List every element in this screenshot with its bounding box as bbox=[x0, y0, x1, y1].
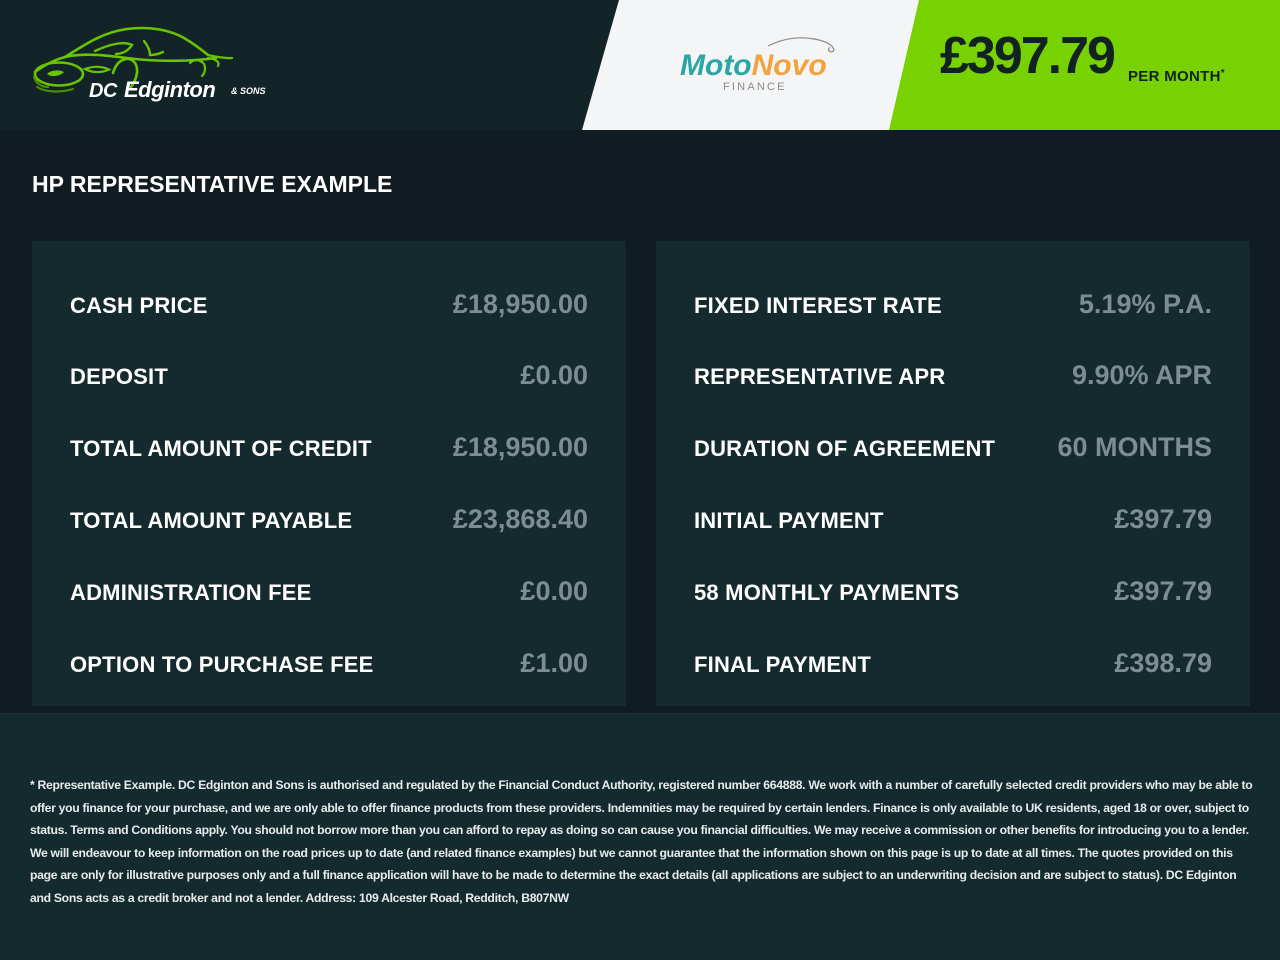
svg-text:FINANCE: FINANCE bbox=[723, 81, 787, 93]
svg-text:DC: DC bbox=[89, 80, 118, 102]
svg-text:MotoNovo: MotoNovo bbox=[680, 49, 827, 82]
svg-text:& SONS: & SONS bbox=[231, 86, 266, 96]
svg-text:Edginton: Edginton bbox=[124, 77, 215, 102]
